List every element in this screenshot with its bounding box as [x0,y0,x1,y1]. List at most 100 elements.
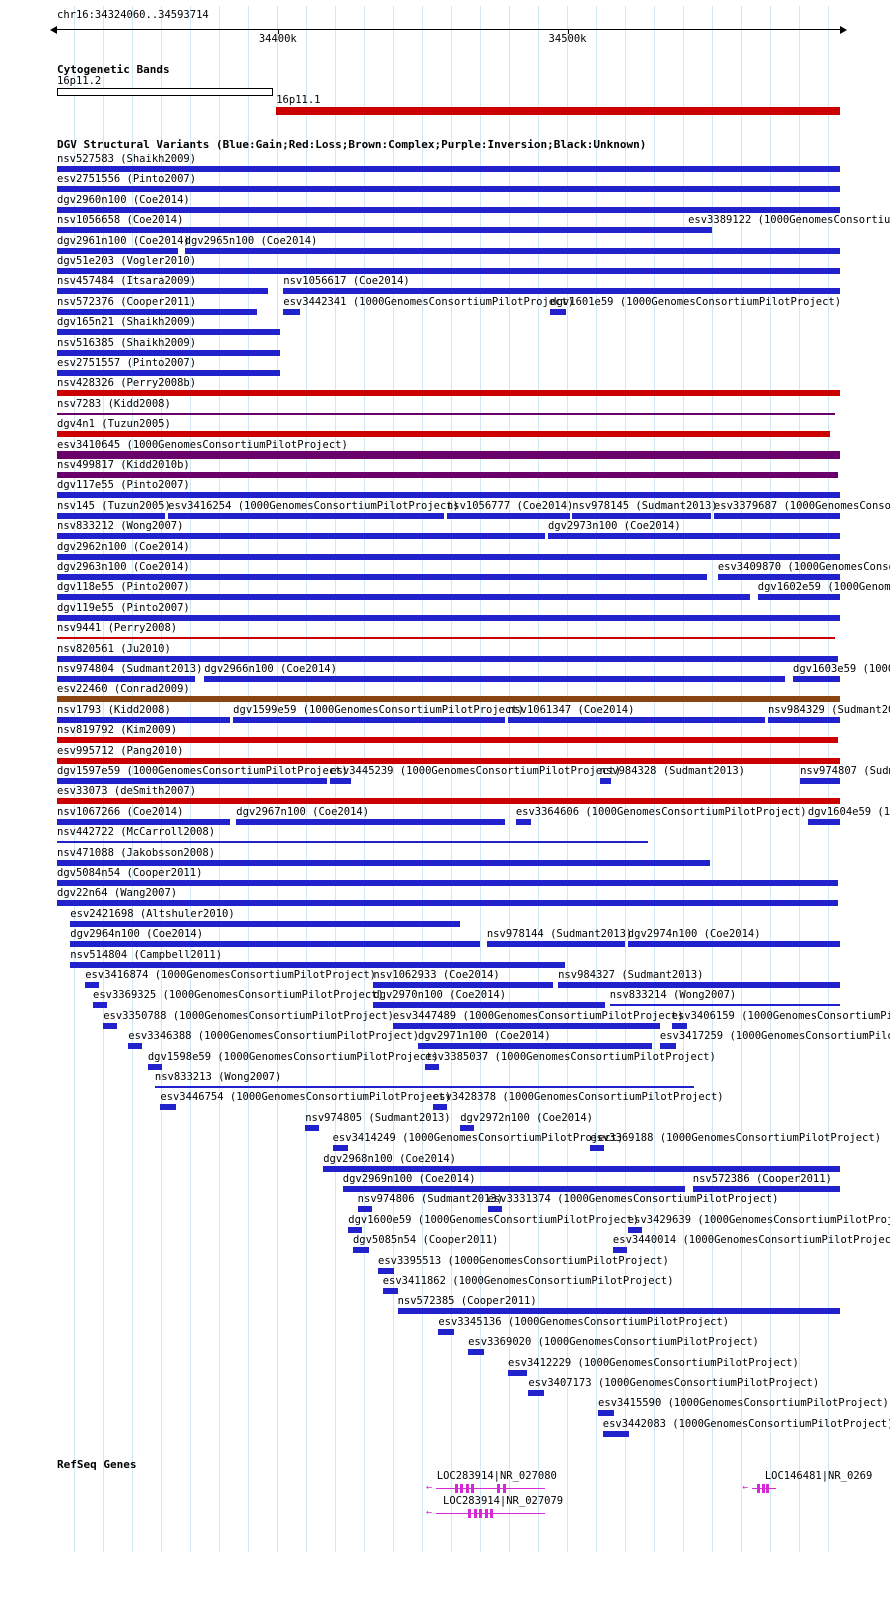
variant-bar-gain[interactable] [688,227,713,234]
variant-label[interactable]: dgv51e203 (Vogler2010) [57,255,197,267]
variant-bar-gain[interactable] [147,1063,162,1070]
gene-exon[interactable] [497,1484,501,1493]
variant-bar-gain[interactable] [486,941,625,948]
gene-exon[interactable] [757,1484,760,1493]
variant-label[interactable]: nsv1061347 (Coe2014) [508,703,635,716]
variant-bar-loss[interactable] [57,637,836,640]
variant-bar-gain[interactable] [332,1145,349,1152]
variant-label[interactable]: dgv2960n100 (Coe2014) [57,193,190,206]
variant-bar-gain[interactable] [70,961,566,968]
variant-label[interactable]: dgv5085n54 (Cooper2011) [352,1234,499,1247]
variant-label[interactable]: dgv2967n100 (Coe2014) [236,805,370,818]
variant-bar-gain[interactable] [57,841,649,844]
variant-label[interactable]: esv3412229 (1000GenomesConsortiumPilotPr… [508,1356,799,1369]
variant-bar-gain[interactable] [154,1086,694,1088]
variant-bar-gain[interactable] [612,1247,628,1254]
variant-label[interactable]: esv3414249 (1000GenomesConsortiumPilotPr… [332,1132,624,1145]
variant-bar-gain[interactable] [348,1226,363,1233]
variant-bar-gain[interactable] [446,512,570,519]
variant-bar-gain[interactable] [508,716,765,723]
gene-label[interactable]: LOC283914|NR_027079 [443,1495,564,1507]
variant-label[interactable]: nsv527583 (Shaikh2009) [57,153,197,165]
variant-label[interactable]: esv3331374 (1000GenomesConsortiumPilotPr… [487,1193,779,1206]
variant-bar-gain[interactable] [508,1369,527,1376]
variant-bar-gain[interactable] [330,778,351,784]
variant-bar-gain[interactable] [57,553,840,560]
variant-label[interactable]: nsv516385 (Shaikh2009) [57,336,197,349]
variant-bar-gain[interactable] [57,859,711,866]
variant-bar-gain[interactable] [558,982,840,988]
variant-bar-gain[interactable] [717,574,840,580]
variant-label[interactable]: nsv978144 (Sudmant2013) [486,928,633,941]
variant-bar-inversion[interactable] [57,412,836,415]
variant-bar-gain[interactable] [659,1043,676,1050]
variant-bar-gain[interactable] [57,308,257,315]
variant-bar-gain[interactable] [793,676,840,682]
variant-bar-gain[interactable] [57,512,166,519]
variant-bar-gain[interactable] [57,574,707,580]
variant-bar-gain[interactable] [128,1043,143,1050]
variant-label[interactable]: esv3395513 (1000GenomesConsortiumPilotPr… [378,1254,669,1267]
variant-label[interactable]: esv3369325 (1000GenomesConsortiumPilotPr… [93,989,384,1002]
gene-exon[interactable] [761,1484,765,1493]
variant-label[interactable]: dgv2965n100 (Coe2014) [184,234,318,247]
variant-label[interactable]: esv3447489 (1000GenomesConsortiumPilotPr… [392,1009,684,1022]
variant-bar-gain[interactable] [236,818,505,825]
gene-exon[interactable] [460,1484,464,1493]
variant-label[interactable]: esv3411862 (1000GenomesConsortiumPilotPr… [382,1275,674,1287]
variant-bar-gain[interactable] [70,941,480,948]
gene-exon[interactable] [484,1509,488,1518]
variant-label[interactable]: dgv22n64 (Wang2007) [57,887,178,900]
variant-bar-gain[interactable] [671,1022,688,1029]
variant-bar-gain[interactable] [57,186,840,193]
variant-label[interactable]: dgv1597e59 (1000GenomesConsortiumPilotPr… [57,765,348,777]
variant-bar-complex[interactable] [57,696,840,703]
variant-label[interactable]: esv3369188 (1000GenomesConsortiumPilotPr… [590,1132,882,1145]
variant-bar-gain[interactable] [57,166,840,172]
variant-label[interactable]: dgv1600e59 (1000GenomesConsortiumPilotPr… [348,1213,640,1226]
variant-bar-gain[interactable] [425,1063,440,1070]
variant-label[interactable]: nsv984328 (Sudmant2013) [599,765,746,777]
variant-label[interactable]: esv3346388 (1000GenomesConsortiumPilotPr… [128,1030,420,1043]
variant-bar-gain[interactable] [57,492,840,499]
variant-bar-gain[interactable] [57,533,545,540]
variant-label[interactable]: dgv1602e59 (1000GenomesConsortiumPilotPr… [757,581,890,594]
variant-label[interactable]: dgv2961n100 (Coe2014) [57,234,190,247]
variant-bar-loss[interactable] [57,737,838,744]
variant-label[interactable]: esv3417259 (1000GenomesConsortiumPilotPr… [659,1030,890,1043]
variant-label[interactable]: esv3345136 (1000GenomesConsortiumPilotPr… [438,1315,730,1328]
variant-label[interactable]: esv3442083 (1000GenomesConsortiumPilotPr… [602,1417,890,1430]
variant-bar-gain[interactable] [57,247,178,254]
variant-bar-gain[interactable] [168,512,444,519]
variant-bar-gain[interactable] [57,370,281,376]
variant-label[interactable]: nsv1062933 (Coe2014) [373,969,500,981]
variant-label[interactable]: esv3369020 (1000GenomesConsortiumPilotPr… [468,1336,759,1349]
variant-bar-gain[interactable] [233,716,505,723]
variant-bar-gain[interactable] [57,880,838,886]
gene-exon[interactable] [479,1509,483,1518]
variant-label[interactable]: nsv974807 (Sudmant2013) [800,765,890,777]
variant-bar-gain[interactable] [373,982,553,988]
variant-bar-gain[interactable] [323,1165,840,1172]
gene-intron-line[interactable] [435,1488,545,1489]
variant-bar-gain[interactable] [57,268,840,274]
variant-label[interactable]: nsv833214 (Wong2007) [609,989,737,1002]
variant-bar-gain[interactable] [283,288,840,295]
variant-bar-gain[interactable] [800,778,840,784]
variant-label[interactable]: esv3385037 (1000GenomesConsortiumPilotPr… [425,1050,716,1063]
variant-bar-gain[interactable] [627,941,840,948]
variant-bar-gain[interactable] [438,1328,454,1335]
variant-bar-loss[interactable] [57,431,830,438]
gene-exon[interactable] [473,1509,477,1518]
variant-label[interactable]: esv3406159 (1000GenomesConsortiumPilotPr… [671,1009,890,1022]
variant-bar-gain[interactable] [283,308,300,315]
variant-label[interactable]: dgv2966n100 (Coe2014) [204,663,337,675]
variant-label[interactable]: nsv974806 (Sudmant2013) [357,1193,504,1206]
variant-label[interactable]: nsv1056777 (Coe2014) [446,499,574,512]
variant-bar-gain[interactable] [528,1390,545,1396]
variant-bar-gain[interactable] [57,288,269,295]
gene-exon[interactable] [503,1484,507,1493]
variant-bar-gain[interactable] [57,349,281,356]
variant-bar-gain[interactable] [397,1308,840,1315]
variant-label[interactable]: nsv820561 (Ju2010) [57,642,171,655]
